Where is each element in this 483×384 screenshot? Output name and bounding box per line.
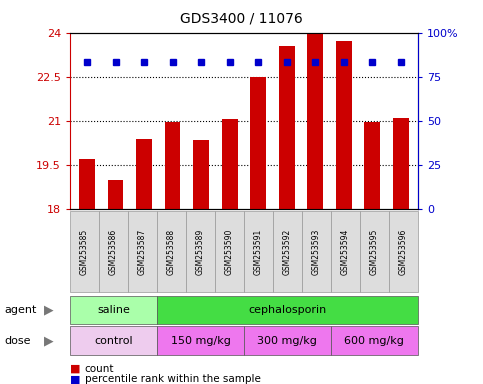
Text: 150 mg/kg: 150 mg/kg: [170, 336, 230, 346]
Text: GSM253586: GSM253586: [109, 228, 118, 275]
Text: ■: ■: [70, 374, 81, 384]
Text: GDS3400 / 11076: GDS3400 / 11076: [180, 12, 303, 25]
Bar: [336, 41, 352, 209]
Text: GSM253587: GSM253587: [138, 228, 147, 275]
Bar: [279, 46, 295, 209]
Text: GSM253588: GSM253588: [167, 228, 176, 275]
Text: GSM253594: GSM253594: [341, 228, 350, 275]
Text: GSM253589: GSM253589: [196, 228, 205, 275]
Text: GSM253590: GSM253590: [225, 228, 234, 275]
Text: saline: saline: [97, 305, 130, 315]
Bar: [79, 159, 95, 209]
Text: control: control: [94, 336, 133, 346]
Text: GSM253585: GSM253585: [80, 228, 89, 275]
Text: percentile rank within the sample: percentile rank within the sample: [85, 374, 260, 384]
Bar: [193, 140, 209, 209]
Bar: [136, 139, 152, 209]
Text: GSM253592: GSM253592: [283, 228, 292, 275]
Bar: [393, 118, 409, 209]
Text: 600 mg/kg: 600 mg/kg: [344, 336, 404, 346]
Bar: [307, 33, 323, 209]
Bar: [165, 122, 181, 209]
Bar: [250, 77, 266, 209]
Text: ■: ■: [70, 364, 81, 374]
Text: agent: agent: [5, 305, 37, 315]
Text: GSM253591: GSM253591: [254, 228, 263, 275]
Text: GSM253593: GSM253593: [312, 228, 321, 275]
Text: cephalosporin: cephalosporin: [248, 305, 327, 315]
Text: GSM253595: GSM253595: [370, 228, 379, 275]
Text: GSM253596: GSM253596: [399, 228, 408, 275]
Text: dose: dose: [5, 336, 31, 346]
Bar: [222, 119, 238, 209]
Text: ▶: ▶: [43, 304, 53, 316]
Text: count: count: [85, 364, 114, 374]
Text: 300 mg/kg: 300 mg/kg: [257, 336, 317, 346]
Bar: [108, 180, 124, 209]
Text: ▶: ▶: [43, 334, 53, 347]
Bar: [364, 122, 380, 209]
